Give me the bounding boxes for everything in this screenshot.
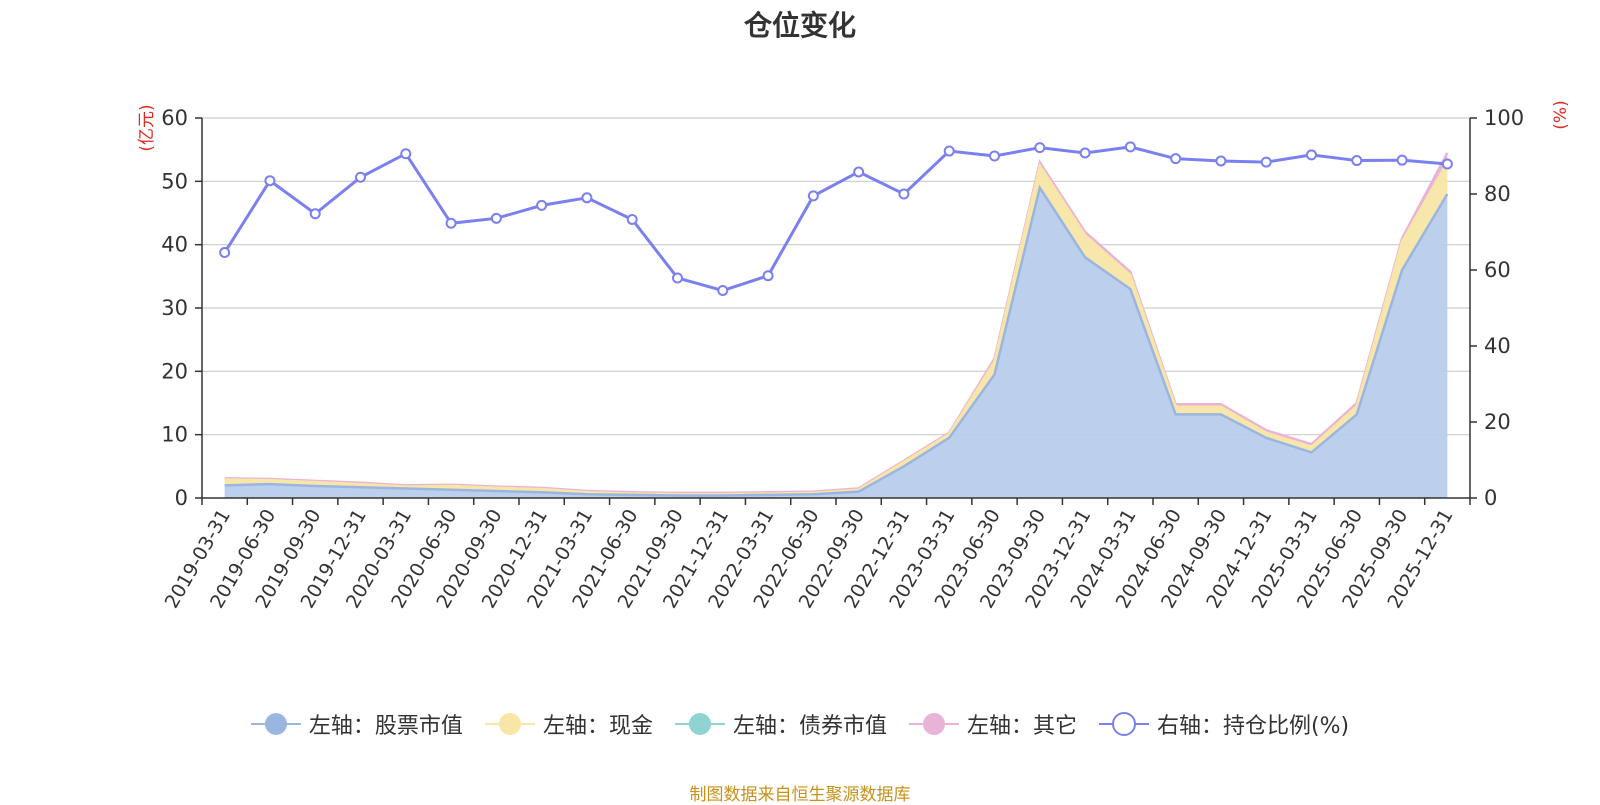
legend-label-ratio: 右轴：持仓比例(%) — [1156, 714, 1350, 739]
legend: 左轴：股票市值 左轴：现金 左轴：债券市值 左轴：其它 右轴：持仓比例(%) — [0, 708, 1600, 740]
right-tick-label: 100 — [1484, 106, 1524, 130]
right-tick-label: 40 — [1484, 334, 1511, 358]
ratio-point — [445, 217, 457, 229]
legend-label-bond: 左轴：债券市值 — [732, 714, 887, 739]
left-tick-label: 0 — [175, 486, 188, 510]
area-stock — [224, 187, 1448, 498]
ratio-point — [1260, 156, 1272, 168]
stacked-areas — [224, 152, 1449, 498]
ratio-point — [581, 192, 593, 204]
ratio-point — [1441, 158, 1453, 170]
ratio-point — [672, 272, 683, 284]
ratio-point — [490, 212, 502, 224]
grid-lines — [202, 117, 1470, 436]
ratio-point — [989, 150, 1000, 162]
area-cash-line — [224, 161, 1449, 496]
right-tick-label: 60 — [1484, 258, 1511, 282]
legend-item-stock[interactable]: 左轴：股票市值 — [250, 708, 463, 740]
legend-label-stock: 左轴：股票市值 — [308, 714, 463, 739]
ratio-point — [1351, 155, 1363, 167]
ratio-line — [223, 145, 1448, 293]
right-axis-unit: (%) — [1551, 100, 1571, 129]
legend-swatch-cash — [484, 713, 535, 735]
ratio-point — [400, 148, 412, 160]
legend-item-bond[interactable]: 左轴：债券市值 — [674, 708, 887, 740]
left-tick-label: 40 — [161, 233, 188, 257]
right-tick-label: 80 — [1484, 182, 1511, 206]
ratio-point — [264, 175, 276, 187]
ratio-point — [355, 171, 366, 183]
ratio-point — [898, 188, 910, 200]
area-stock-line — [224, 184, 1449, 497]
left-tick-label: 30 — [161, 296, 188, 320]
right-tick-label: 0 — [1484, 486, 1497, 510]
ratio-point — [1170, 153, 1182, 165]
left-tick-label: 50 — [161, 169, 188, 193]
ratio-point — [1079, 147, 1091, 159]
left-axis-unit: (亿元) — [137, 104, 157, 151]
legend-swatch-other — [908, 713, 959, 735]
ratio-line-layer — [219, 141, 1453, 297]
ratio-point — [762, 270, 774, 282]
ratio-point — [1124, 141, 1136, 153]
ratio-point — [536, 199, 548, 211]
ratio-point — [717, 285, 729, 297]
left-tick-label: 60 — [161, 106, 188, 130]
legend-label-cash: 左轴：现金 — [542, 714, 653, 739]
ratio-point — [807, 190, 819, 202]
legend-item-ratio[interactable]: 右轴：持仓比例(%) — [1098, 708, 1350, 740]
left-tick-label: 20 — [161, 359, 188, 383]
area-other-line — [224, 152, 1449, 495]
ratio-point — [1034, 142, 1046, 154]
left-tick-label: 10 — [161, 423, 188, 447]
legend-swatch-stock — [250, 713, 301, 735]
legend-item-cash[interactable]: 左轴：现金 — [484, 708, 653, 740]
ratio-point — [1306, 149, 1317, 161]
chart-title: 仓位变化 — [743, 9, 856, 42]
ratio-point — [943, 145, 955, 157]
legend-swatch-ratio — [1098, 712, 1149, 736]
source-note: 制图数据来自恒生聚源数据库 — [689, 785, 911, 805]
ratio-point — [626, 213, 638, 225]
ratio-point — [853, 166, 865, 178]
legend-item-other[interactable]: 左轴：其它 — [908, 708, 1077, 740]
legend-label-other: 左轴：其它 — [966, 714, 1077, 739]
ratio-point — [1396, 154, 1408, 166]
ratio-point — [309, 208, 321, 220]
ratio-point — [219, 247, 231, 259]
legend-swatch-bond — [674, 713, 725, 735]
ratio-point — [1215, 155, 1227, 167]
right-tick-label: 20 — [1484, 410, 1511, 434]
